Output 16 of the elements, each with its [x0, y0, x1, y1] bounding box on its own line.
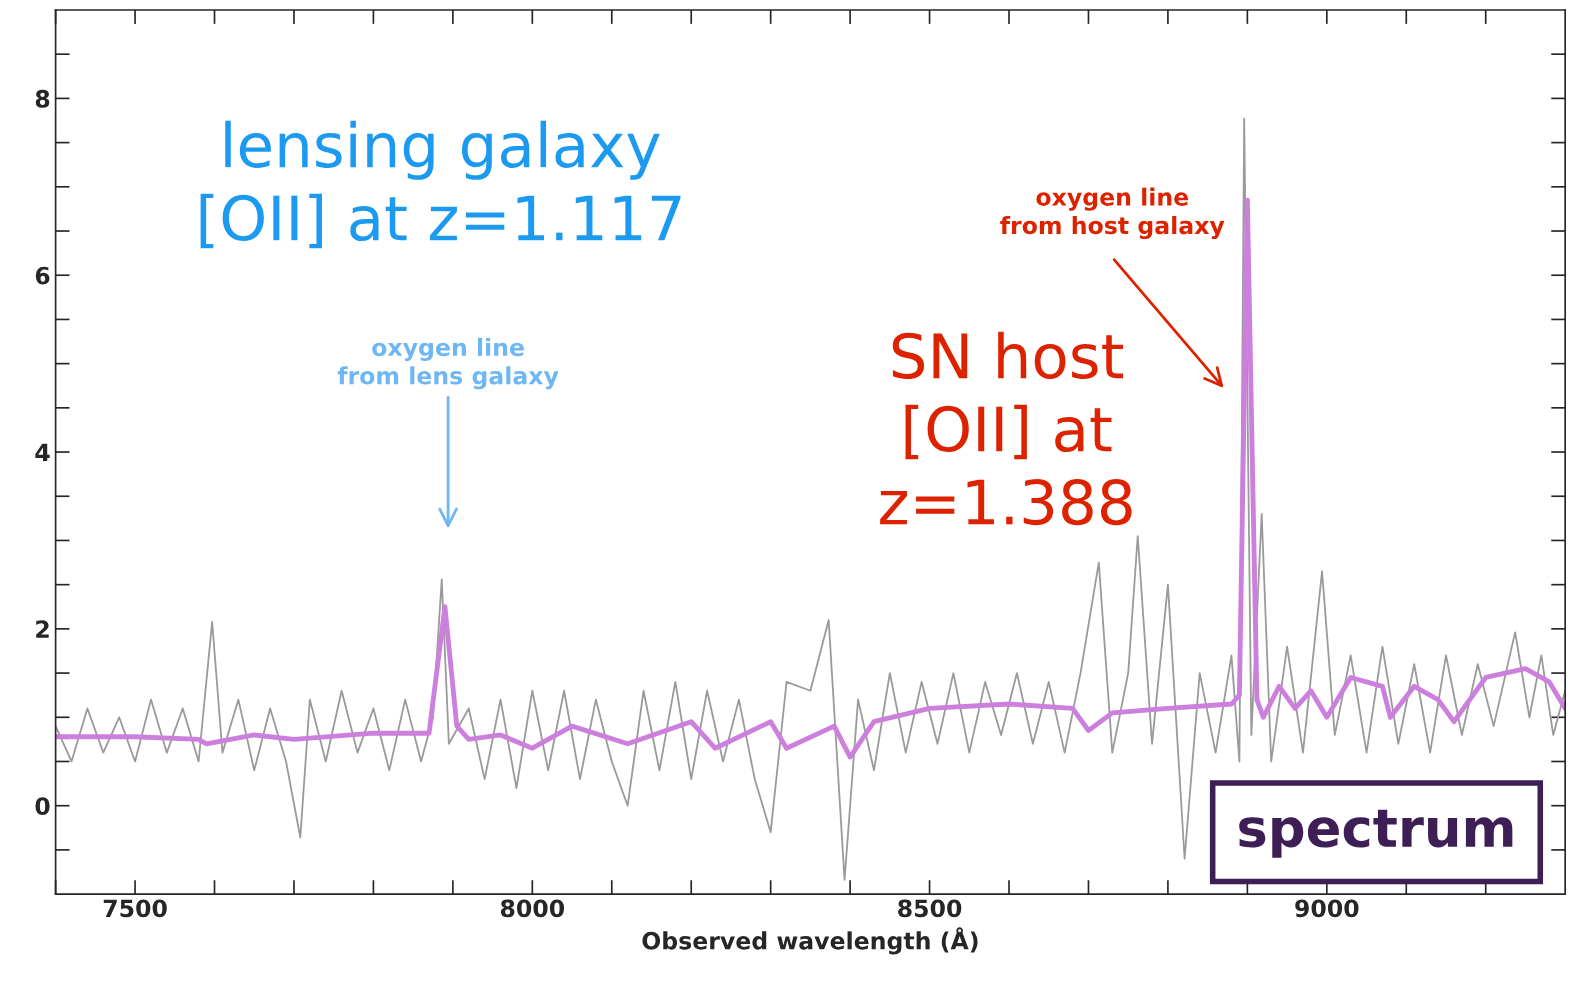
y-tick-label: 2 [36, 620, 49, 638]
y-tick-label: 6 [35, 266, 50, 285]
annotation: lensing galaxy [OII] at z=1.117 [200, 120, 681, 249]
y-tick-label: 8 [35, 89, 50, 108]
x-tick-label: 8500 [898, 899, 962, 918]
line-series [55, 117, 1566, 881]
x-tick-label: 8000 [500, 899, 565, 918]
annotation: oxygen line from host galaxy [1000, 187, 1225, 240]
x-tick-label: 7500 [103, 899, 167, 918]
x-axis-title: Observed wavelength (Å) [642, 927, 978, 955]
annotation: SN host [OII] at z=1.388 [880, 331, 1132, 526]
y-tick-label: 0 [35, 797, 50, 815]
x-tick-label: 9000 [1295, 899, 1359, 918]
annotation: oxygen line from lens galaxy [337, 337, 559, 390]
annotation: spectrum [1239, 809, 1513, 858]
y-tick-label: 4 [35, 443, 50, 462]
